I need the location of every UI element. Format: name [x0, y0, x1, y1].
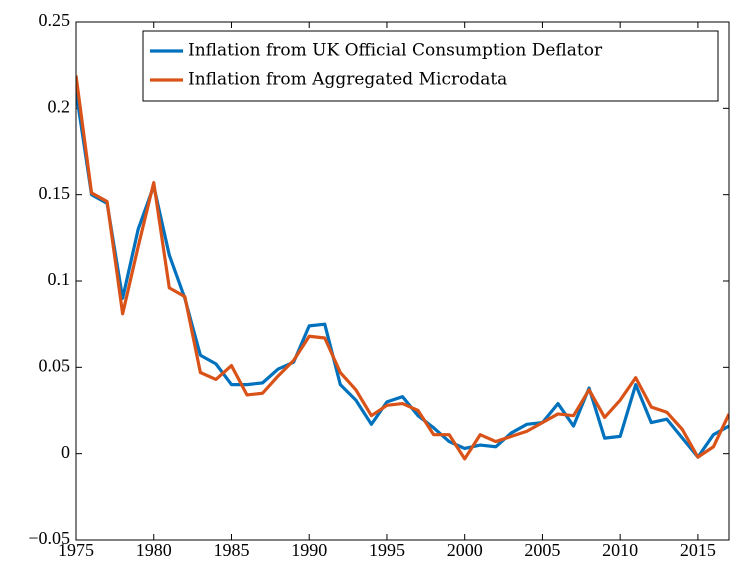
- x-tick-label: 2000: [447, 540, 483, 560]
- plot-frame: [75, 21, 730, 541]
- legend-box: [142, 30, 719, 102]
- x-tick-label: 1975: [58, 540, 94, 560]
- series-line: [76, 75, 729, 461]
- x-tick-label: 1985: [213, 540, 249, 560]
- y-tick-label: 0.05: [39, 355, 71, 375]
- y-tick-label: 0.15: [39, 183, 71, 203]
- y-tick-label: 0.1: [48, 269, 71, 289]
- x-tick-label: 1995: [369, 540, 405, 560]
- legend-label: Inflation from Aggregated Microdata: [188, 70, 507, 90]
- x-tick-label: 2005: [524, 540, 560, 560]
- x-tick-label: 1980: [136, 540, 172, 560]
- x-tick-label: 2010: [602, 540, 638, 560]
- y-tick-label: −0.05: [28, 528, 70, 548]
- y-tick-label: 0: [61, 442, 70, 462]
- x-tick-label: 1990: [291, 540, 327, 560]
- y-tick-label: 0.2: [48, 96, 71, 116]
- x-tick-label: 2015: [680, 540, 716, 560]
- y-tick-label: 0.25: [39, 10, 71, 30]
- legend-label: Inflation from UK Official Consumption D…: [188, 41, 603, 61]
